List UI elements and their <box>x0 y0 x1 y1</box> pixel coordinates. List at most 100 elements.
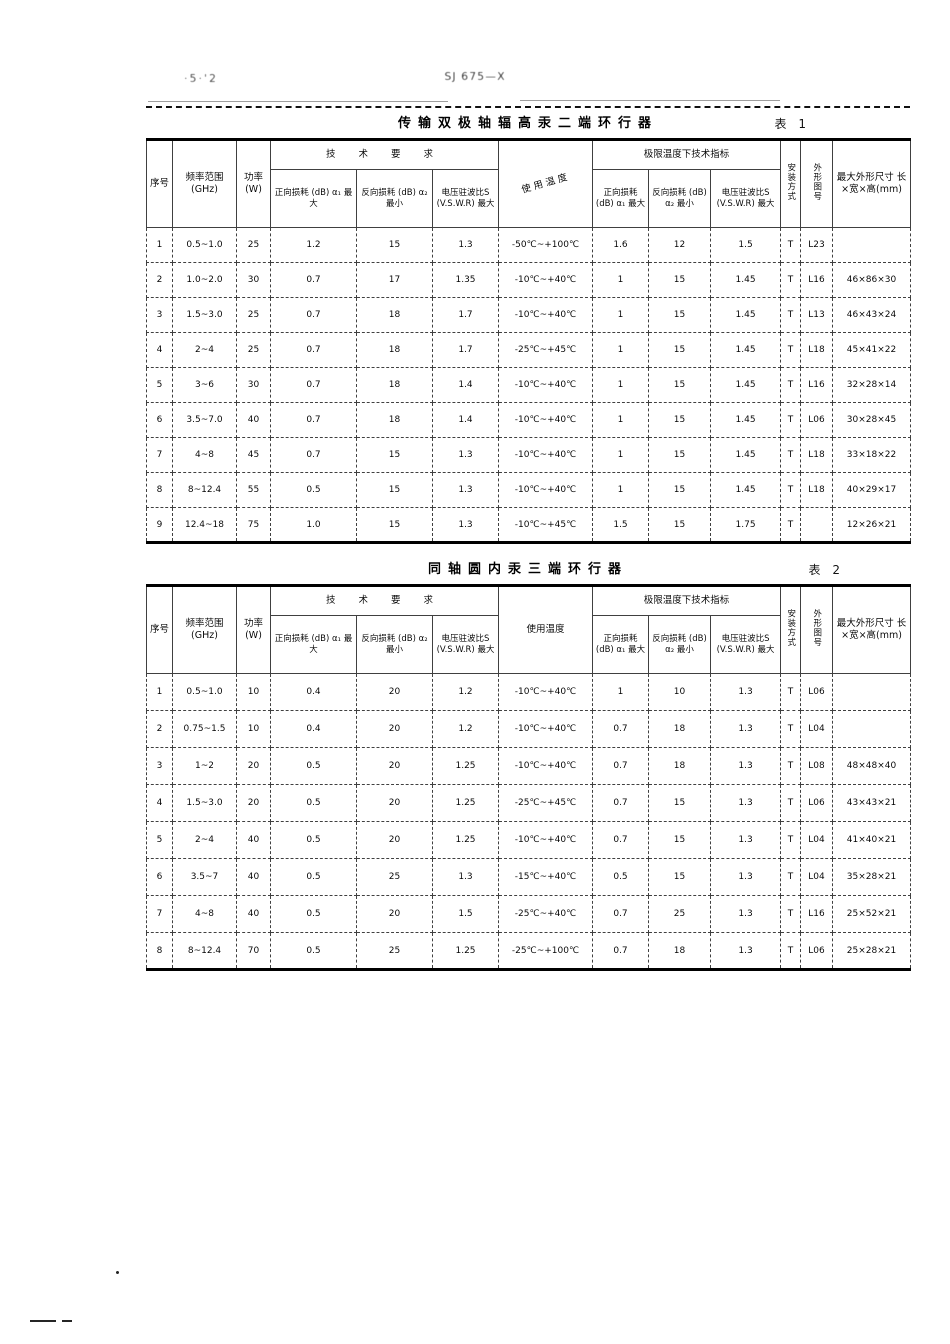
cell: -10℃~+40℃ <box>498 747 594 785</box>
cell: 7 <box>146 895 173 933</box>
cell: T <box>780 437 802 473</box>
cell: 1.3 <box>710 932 782 970</box>
cell: 15 <box>648 472 712 508</box>
cell: 1.3 <box>710 858 782 896</box>
table2-block: 同轴圆内汞三端环行器 表 2 序号 频率范围 (GHz) 功率 (W) 技 术 … <box>146 556 912 971</box>
cell: 46×43×24 <box>832 297 912 333</box>
cell: 4 <box>146 332 173 368</box>
cell: 1.3 <box>431 227 500 263</box>
cell: L16 <box>800 367 834 403</box>
mount-header-text: 安装方式 <box>785 609 796 648</box>
cell: 0.5 <box>270 472 357 508</box>
cell: 1~2 <box>172 747 237 785</box>
cell: 2 <box>146 710 173 748</box>
cell: 1.45 <box>710 297 782 333</box>
cell: 25 <box>236 332 271 368</box>
cell: 8 <box>146 472 173 508</box>
cell: -10℃~+40℃ <box>498 821 594 859</box>
col-mount-header: 安装方式 <box>780 585 802 674</box>
cell: 1.45 <box>710 262 782 298</box>
cell: T <box>780 821 802 859</box>
cell: 4~8 <box>172 437 237 473</box>
cell: 8 <box>146 932 173 970</box>
outline-header-text: 外形图号 <box>811 163 822 202</box>
cell: 25 <box>236 227 271 263</box>
cell: 40 <box>236 895 271 933</box>
cell: -25℃~+45℃ <box>498 784 594 822</box>
cell: 0.7 <box>592 932 650 970</box>
cell: 1 <box>592 262 650 298</box>
cell: 0.7 <box>270 402 357 438</box>
cell: 0.5 <box>270 858 357 896</box>
cell: -10℃~+40℃ <box>498 437 594 473</box>
table1-title: 传输双极轴辐高汞二端环行器 <box>397 116 658 131</box>
cell: 6 <box>146 402 173 438</box>
cell <box>832 673 912 711</box>
col-outline-header: 外形图号 <box>800 139 834 228</box>
cell: 25 <box>236 297 271 333</box>
cell: 9 <box>146 507 173 543</box>
cell: 3.5~7.0 <box>172 402 237 438</box>
cell: L06 <box>800 784 834 822</box>
cell: 15 <box>648 507 712 543</box>
cell: 1.3 <box>710 784 782 822</box>
cell: 46×86×30 <box>832 262 912 298</box>
col-rev-loss-header: 反向损耗 (dB) α₂ 最小 <box>356 169 433 228</box>
cell: 1 <box>592 367 650 403</box>
cell: 1.25 <box>431 784 500 822</box>
cell: 40×29×17 <box>832 472 912 508</box>
scan-artifact <box>30 1320 56 1322</box>
cell: 15 <box>648 262 712 298</box>
cell: 25 <box>648 895 712 933</box>
cell: 1.2 <box>431 673 500 711</box>
spec-table-1: 序号 频率范围 (GHz) 功率 (W) 技 术 要 求 使用温度 极限温度下技… <box>146 138 912 544</box>
cell: 40 <box>236 402 271 438</box>
cell: L18 <box>800 332 834 368</box>
cell: 4 <box>146 784 173 822</box>
cell: 45 <box>236 437 271 473</box>
cell: 0.4 <box>270 710 357 748</box>
cell: 12 <box>648 227 712 263</box>
cell: 4~8 <box>172 895 237 933</box>
cell: L06 <box>800 673 834 711</box>
cell: 1.3 <box>710 747 782 785</box>
cell: 6 <box>146 858 173 896</box>
cell: 15 <box>648 821 712 859</box>
cell: 1.3 <box>431 507 500 543</box>
col-power-header: 功率 (W) <box>236 139 271 228</box>
table1-number-label: 表 1 <box>774 117 810 131</box>
table-row: 6 3.5~7 40 0.5 25 1.3 -15℃~+40℃ 0.5 15 1.3 T L04 35×… <box>146 858 912 896</box>
cell: 0.5 <box>270 895 357 933</box>
col-rev-loss-header: 反向损耗 (dB) α₂ 最小 <box>356 615 433 674</box>
cell: 20 <box>356 895 433 933</box>
col-outline-header: 外形图号 <box>800 585 834 674</box>
cell: L23 <box>800 227 834 263</box>
cell: 1.6 <box>592 227 650 263</box>
cell: 15 <box>648 297 712 333</box>
cell: T <box>780 472 802 508</box>
group-temp-limit-specs: 极限温度下技术指标 <box>592 585 782 616</box>
cell: 0.5 <box>270 784 357 822</box>
cell: 3~6 <box>172 367 237 403</box>
cell: 75 <box>236 507 271 543</box>
cell: 20 <box>356 673 433 711</box>
cell: 15 <box>648 332 712 368</box>
cell: 1.5 <box>592 507 650 543</box>
table-row: 5 2~4 40 0.5 20 1.25 -10℃~+40℃ 0.7 15 1.3 T L04 41×4… <box>146 821 912 859</box>
cell <box>832 710 912 748</box>
cell: 15 <box>648 367 712 403</box>
table-row: 4 2~4 25 0.7 18 1.7 -25℃~+45℃ 1 15 1.45 T L18 45×41×… <box>146 332 912 368</box>
cell: 0.7 <box>270 332 357 368</box>
cell: 25 <box>356 858 433 896</box>
cell: 2~4 <box>172 821 237 859</box>
cell: T <box>780 297 802 333</box>
cell: L06 <box>800 932 834 970</box>
cell: L18 <box>800 472 834 508</box>
cell: 30×28×45 <box>832 402 912 438</box>
cell: -25℃~+45℃ <box>498 332 594 368</box>
cell: 0.5 <box>270 932 357 970</box>
cell: 1.5 <box>431 895 500 933</box>
scan-artifact <box>520 100 780 101</box>
rule-line <box>146 106 910 108</box>
cell: 1.75 <box>710 507 782 543</box>
